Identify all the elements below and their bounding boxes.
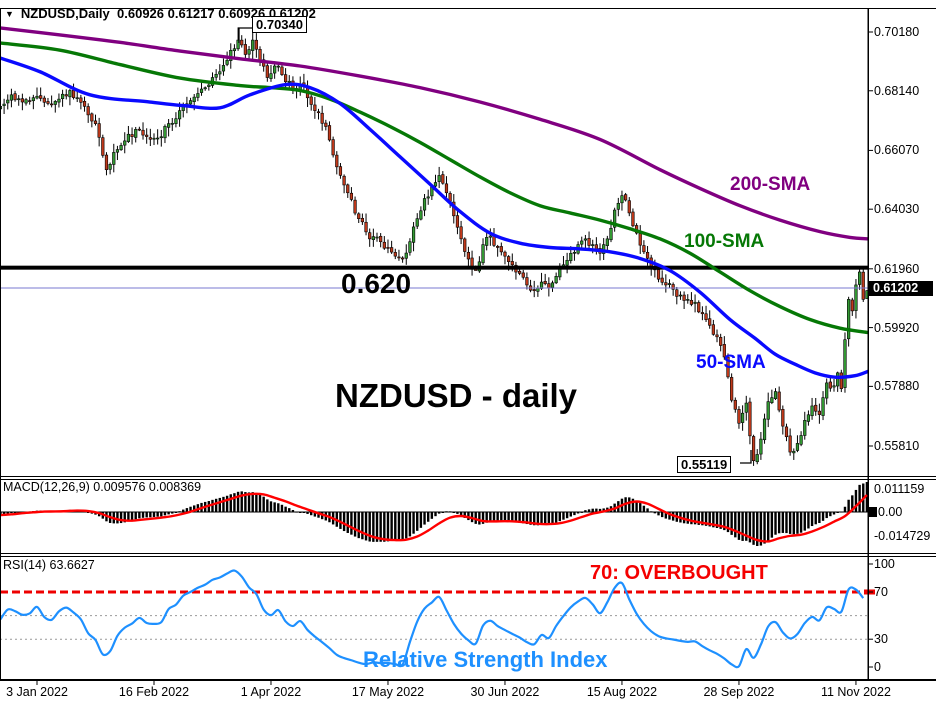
low-annotation-callout: [740, 450, 752, 464]
price-axis[interactable]: [868, 8, 936, 680]
top-border: [0, 8, 936, 9]
bottom-border: [0, 679, 936, 681]
symbol-period-label: NZDUSD,Daily: [20, 6, 110, 21]
pane-separator: [0, 479, 936, 480]
horizontal-level-label: 0.620: [341, 268, 412, 299]
macd-indicator-header: MACD(12,26,9) 0.009576 0.008369: [3, 480, 202, 494]
macd-signal-line: [0, 492, 868, 543]
pane-separator: [0, 556, 936, 557]
price-level-line: [0, 265, 868, 270]
rsi-line: [0, 569, 865, 669]
high-price-annotation: 0.70340: [252, 16, 307, 33]
axis-separator: [867, 8, 869, 680]
symbol-dropdown-icon[interactable]: ▼: [5, 9, 14, 19]
sma-line-100-SMA: [0, 41, 868, 335]
macd-zero-axis-marker: [868, 507, 877, 517]
rsi-pane[interactable]: [0, 569, 868, 669]
low-price-annotation: 0.55119: [677, 456, 732, 473]
chart-title: NZDUSD - daily: [335, 377, 578, 414]
sma-line-50-SMA: [0, 56, 868, 379]
sma50-label: 50-SMA: [696, 352, 766, 373]
macd-pane[interactable]: [0, 482, 876, 546]
sma-line-200-SMA: [0, 26, 868, 241]
sma100-label: 100-SMA: [684, 231, 765, 252]
rsi-title: Relative Strength Index: [363, 647, 608, 672]
high-annotation-callout: [238, 27, 252, 43]
rsi-indicator-header: RSI(14) 63.6627: [3, 558, 95, 572]
candles: [0, 27, 868, 466]
current-price-label: 0.61202: [869, 281, 933, 296]
left-border: [0, 8, 1, 680]
time-axis[interactable]: [0, 681, 868, 702]
price-pane[interactable]: [0, 26, 868, 466]
overbought-annotation: 70: OVERBOUGHT: [590, 562, 768, 584]
pane-separator: [0, 553, 936, 554]
sma200-label: 200-SMA: [730, 174, 811, 195]
pane-separator: [0, 476, 936, 477]
